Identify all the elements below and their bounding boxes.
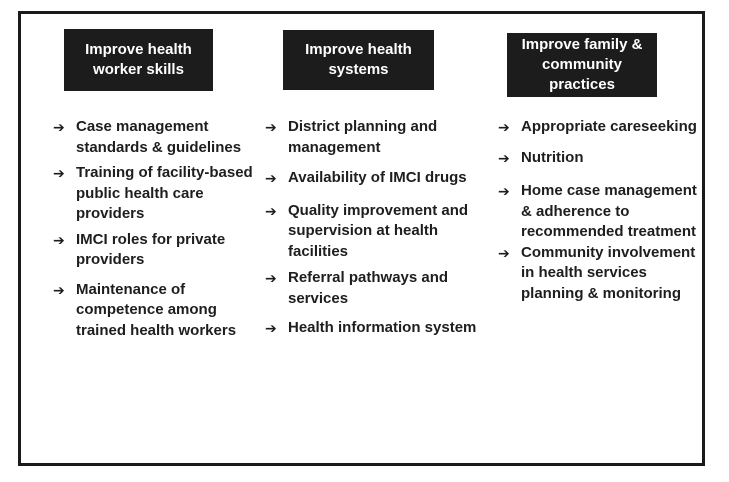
item-text: Home case management & adherence to reco… [521,182,697,240]
list-item: ➔ Availability of IMCI drugs [265,168,493,189]
right-arrow-icon: ➔ [265,270,277,286]
item-text: Training of facility-based public health… [76,164,253,222]
right-arrow-icon: ➔ [498,244,510,261]
right-arrow-icon: ➔ [265,202,277,219]
right-arrow-icon: ➔ [53,231,65,248]
right-arrow-icon: ➔ [498,183,510,199]
right-arrow-icon: ➔ [265,320,277,336]
item-text: Nutrition [521,148,584,166]
item-text: Availability of IMCI drugs [288,169,467,186]
header-health-worker-skills: Improve health worker skills [64,29,213,91]
list-family-community-practices: ➔ Appropriate careseeking ➔ Nutrition ➔ … [498,117,698,304]
right-arrow-icon: ➔ [265,170,277,186]
list-item: ➔ Case management standards & guidelines [53,117,253,158]
item-text: Health information system [288,319,477,336]
header-family-community-practices: Improve family & community practices [507,33,657,97]
list-item: ➔ Quality improvement and supervision at… [265,201,493,263]
list-item: ➔ Appropriate careseeking [498,117,698,138]
right-arrow-icon: ➔ [53,281,65,298]
list-item: ➔ Health information system [265,318,493,339]
right-arrow-icon: ➔ [498,119,510,135]
list-item: ➔ Home case management & adherence to re… [498,181,698,243]
item-text: IMCI roles for private providers [76,230,226,269]
item-text: Case management standards & guidelines [76,118,242,156]
right-arrow-icon: ➔ [498,149,510,166]
header-health-systems: Improve health systems [283,30,434,90]
item-text: Appropriate careseeking [521,118,697,135]
list-item: ➔ Training of facility-based public heal… [53,163,253,225]
list-item: ➔ Maintenance of competence among traine… [53,280,253,342]
item-text: Referral pathways and services [288,269,449,307]
item-text: Quality improvement and supervision at h… [288,201,469,260]
list-health-systems: ➔ District planning and management ➔ Ava… [265,117,493,339]
right-arrow-icon: ➔ [265,119,277,135]
list-item: ➔ District planning and management [265,117,493,158]
list-item: ➔ Nutrition [498,148,698,169]
list-item: ➔ IMCI roles for private providers [53,230,253,271]
list-health-worker-skills: ➔ Case management standards & guidelines… [53,117,253,341]
diagram-frame: Improve health worker skills ➔ Case mana… [18,11,705,466]
right-arrow-icon: ➔ [53,165,65,181]
right-arrow-icon: ➔ [53,119,65,135]
item-text: Maintenance of competence among trained … [76,280,237,339]
list-item: ➔ Community involvement in health servic… [498,243,698,305]
item-text: Community involvement in health services… [521,243,696,302]
list-item: ➔ Referral pathways and services [265,268,493,309]
item-text: District planning and management [288,118,438,156]
